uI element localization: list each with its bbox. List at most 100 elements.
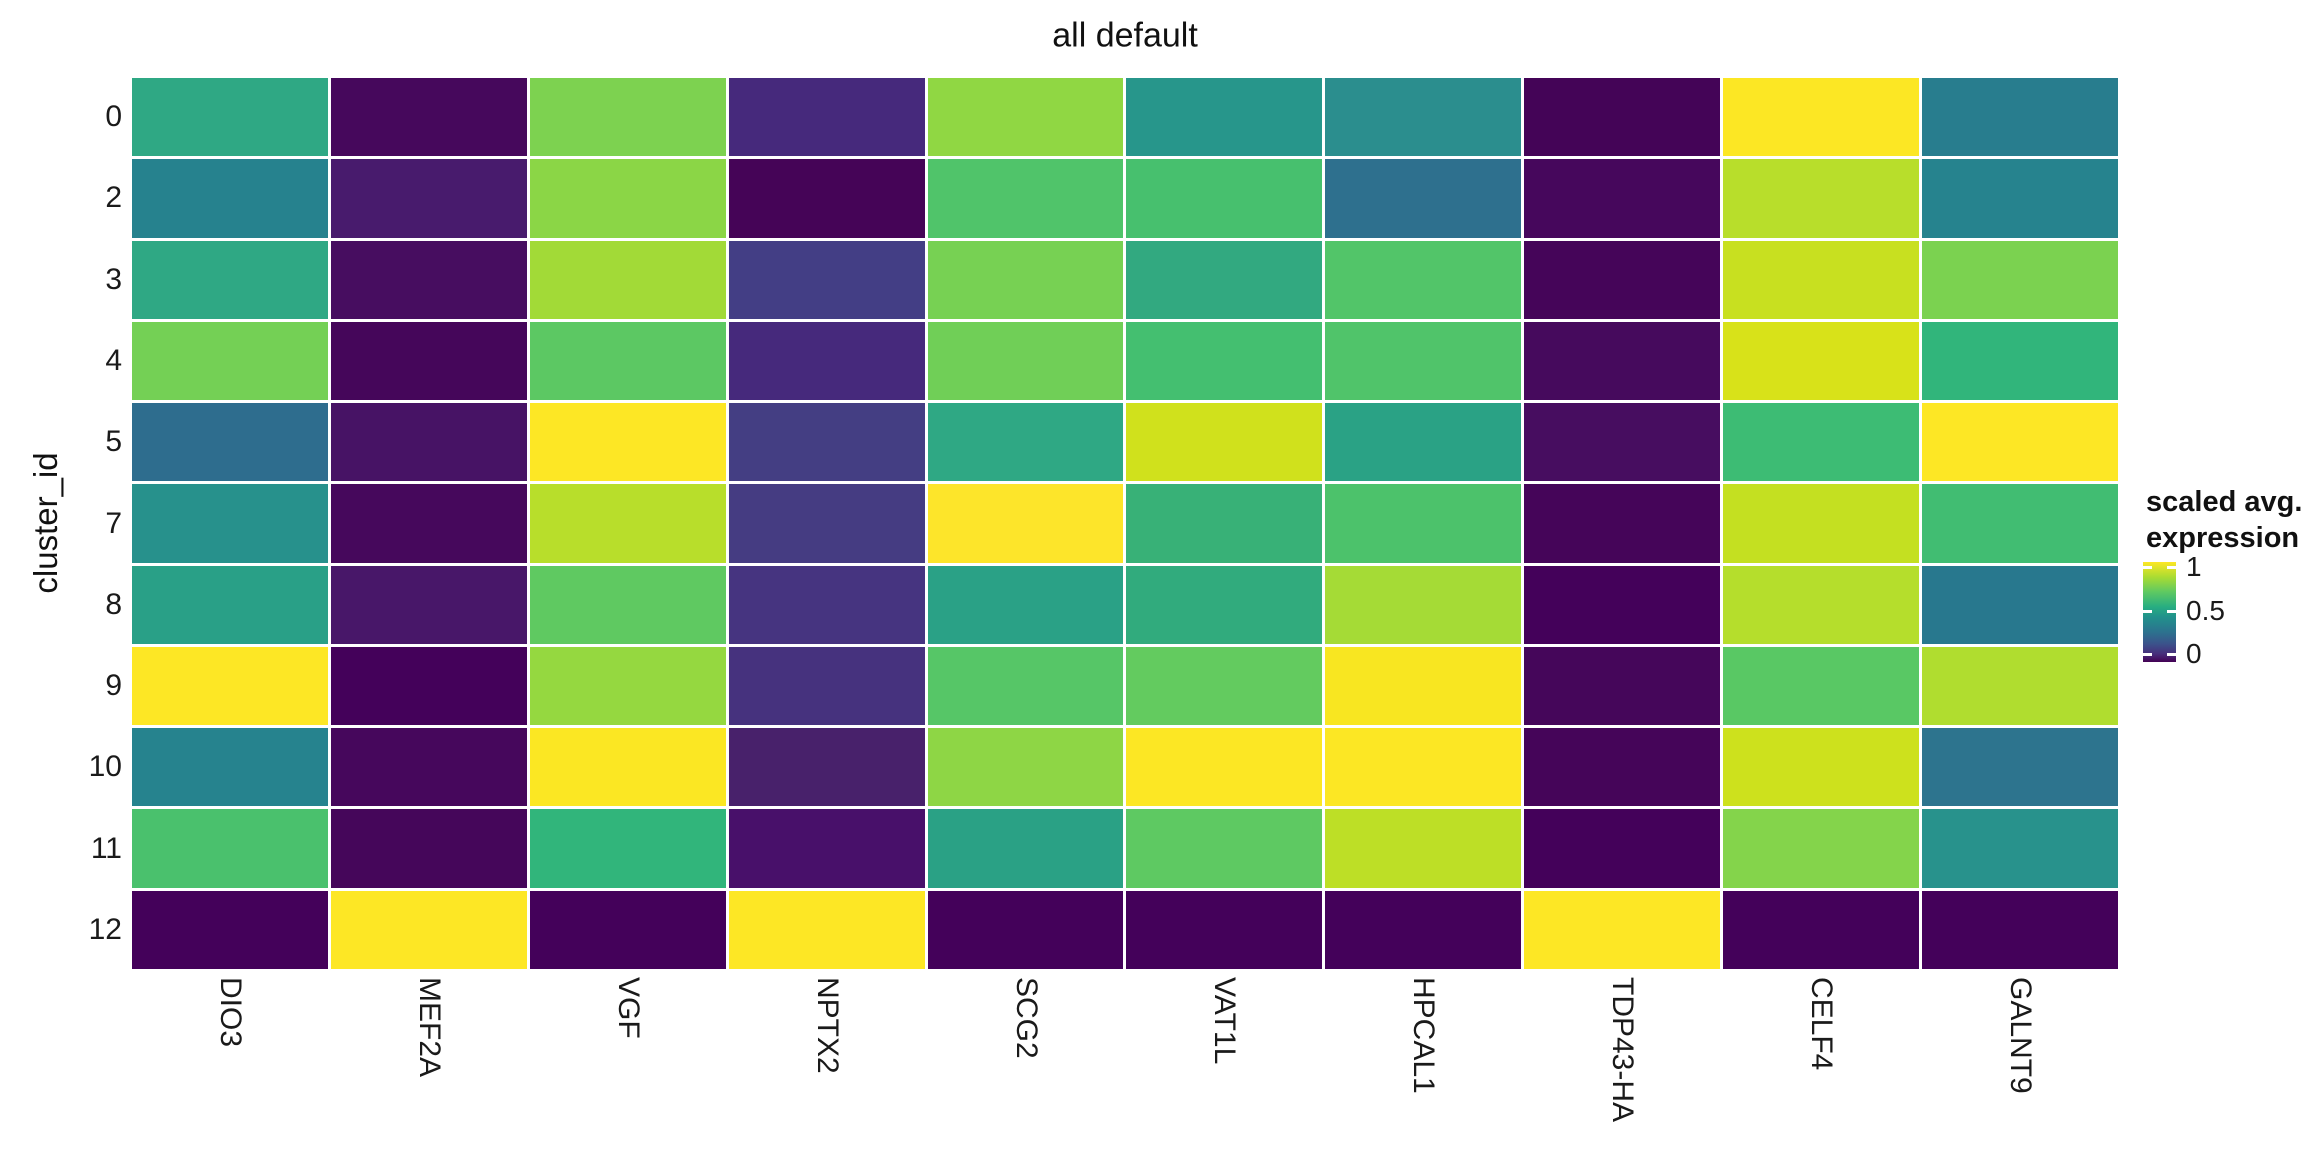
heatmap-cell-4-DIO3 [132,321,328,401]
heatmap-cell-3-MEF2A [330,240,527,319]
heatmap-cell-9-VAT1L [1126,646,1323,726]
legend-tick-mark [2143,566,2152,569]
heatmap-cell-7-TDP43-HA [1524,484,1721,563]
heatmap-cell-3-VAT1L [1126,240,1323,319]
heatmap-cell-5-NPTX2 [728,403,925,482]
heatmap-cell-3-TDP43-HA [1524,240,1721,319]
x-tick-label: SCG2 [1009,977,1043,1059]
heatmap-cell-0-DIO3 [132,78,328,157]
heatmap-cell-11-NPTX2 [728,809,925,888]
legend-title-line2: expression [2146,522,2300,554]
heatmap-cell-9-TDP43-HA [1524,646,1721,726]
heatmap-cell-2-VAT1L [1126,159,1323,238]
heatmap-cell-12-CELF4 [1723,890,1920,969]
legend-tick-label: 1 [2186,551,2202,582]
heatmap-cell-7-GALNT9 [1922,484,2118,563]
heatmap-cell-11-MEF2A [330,809,527,888]
heatmap-cell-5-VAT1L [1126,403,1323,482]
heatmap-cell-5-MEF2A [330,403,527,482]
heatmap-cell-3-SCG2 [927,240,1124,319]
heatmap-cell-7-HPCAL1 [1325,484,1522,563]
heatmap-cell-4-TDP43-HA [1524,321,1721,401]
heatmap-cell-4-MEF2A [330,321,527,401]
heatmap-cell-2-NPTX2 [728,159,925,238]
heatmap-cell-8-NPTX2 [728,565,925,644]
heatmap-cell-12-NPTX2 [728,890,925,969]
x-tick-label: CELF4 [1805,977,1839,1071]
heatmap-cell-9-CELF4 [1723,646,1920,726]
x-tick-label: VGF [611,977,645,1039]
heatmap-cell-10-TDP43-HA [1524,728,1721,807]
heatmap-cell-11-SCG2 [927,809,1124,888]
heatmap-cell-10-CELF4 [1723,728,1920,807]
heatmap-cell-5-VGF [529,403,726,482]
legend-tick-mark [2167,653,2176,656]
heatmap-cell-11-DIO3 [132,809,328,888]
y-tick-label: 8 [105,587,122,621]
heatmap-cell-8-HPCAL1 [1325,565,1522,644]
heatmap-cell-8-GALNT9 [1922,565,2118,644]
x-tick-label: VAT1L [1208,977,1242,1065]
y-tick-label: 7 [105,506,122,540]
heatmap-cell-11-CELF4 [1723,809,1920,888]
heatmap-cell-5-SCG2 [927,403,1124,482]
heatmap-cell-11-VAT1L [1126,809,1323,888]
heatmap-cell-2-SCG2 [927,159,1124,238]
heatmap-cell-2-HPCAL1 [1325,159,1522,238]
heatmap-cell-8-TDP43-HA [1524,565,1721,644]
heatmap-cell-0-VGF [529,78,726,157]
heatmap-cell-5-CELF4 [1723,403,1920,482]
legend-tick-mark [2143,653,2152,656]
x-tick-label: GALNT9 [2004,977,2038,1094]
heatmap-cell-12-VAT1L [1126,890,1323,969]
heatmap-cell-7-NPTX2 [728,484,925,563]
heatmap-cell-4-VAT1L [1126,321,1323,401]
heatmap-cell-0-VAT1L [1126,78,1323,157]
heatmap-cell-10-VGF [529,728,726,807]
heatmap-cell-5-GALNT9 [1922,403,2118,482]
heatmap-cell-10-HPCAL1 [1325,728,1522,807]
heatmap-cell-12-VGF [529,890,726,969]
heatmap-cell-2-TDP43-HA [1524,159,1721,238]
y-tick-label: 3 [105,262,122,296]
heatmap-cell-9-VGF [529,646,726,726]
heatmap-cell-7-MEF2A [330,484,527,563]
x-tick-label: MEF2A [412,977,446,1078]
heatmap-cell-2-VGF [529,159,726,238]
heatmap-cell-2-GALNT9 [1922,159,2118,238]
heatmap-cell-4-HPCAL1 [1325,321,1522,401]
heatmap-grid [132,78,2118,969]
heatmap-cell-11-TDP43-HA [1524,809,1721,888]
legend-tick-mark [2143,610,2152,613]
legend-tick-label: 0 [2186,638,2202,669]
heatmap-cell-10-VAT1L [1126,728,1323,807]
heatmap-cell-2-CELF4 [1723,159,1920,238]
heatmap-cell-10-MEF2A [330,728,527,807]
heatmap-cell-10-SCG2 [927,728,1124,807]
x-tick-label: DIO3 [213,977,247,1048]
heatmap-cell-7-VAT1L [1126,484,1323,563]
heatmap-cell-12-GALNT9 [1922,890,2118,969]
heatmap-cell-11-HPCAL1 [1325,809,1522,888]
heatmap-cell-8-MEF2A [330,565,527,644]
heatmap-cell-9-HPCAL1 [1325,646,1522,726]
heatmap-cell-3-HPCAL1 [1325,240,1522,319]
x-tick-label: TDP43-HA [1606,977,1640,1123]
heatmap-cell-9-SCG2 [927,646,1124,726]
heatmap-cell-0-CELF4 [1723,78,1920,157]
y-tick-label: 5 [105,425,122,459]
y-tick-label: 10 [88,750,122,784]
legend-title-line1: scaled avg. [2146,486,2303,518]
heatmap-cell-5-TDP43-HA [1524,403,1721,482]
y-tick-label: 12 [88,912,122,946]
heatmap-cell-4-SCG2 [927,321,1124,401]
x-tick-label: HPCAL1 [1407,977,1441,1094]
heatmap-cell-0-MEF2A [330,78,527,157]
heatmap-cell-8-DIO3 [132,565,328,644]
y-tick-label: 4 [105,343,122,377]
heatmap-cell-8-VGF [529,565,726,644]
heatmap-cell-10-DIO3 [132,728,328,807]
y-tick-label: 2 [105,181,122,215]
heatmap-cell-0-HPCAL1 [1325,78,1522,157]
heatmap-cell-12-MEF2A [330,890,527,969]
